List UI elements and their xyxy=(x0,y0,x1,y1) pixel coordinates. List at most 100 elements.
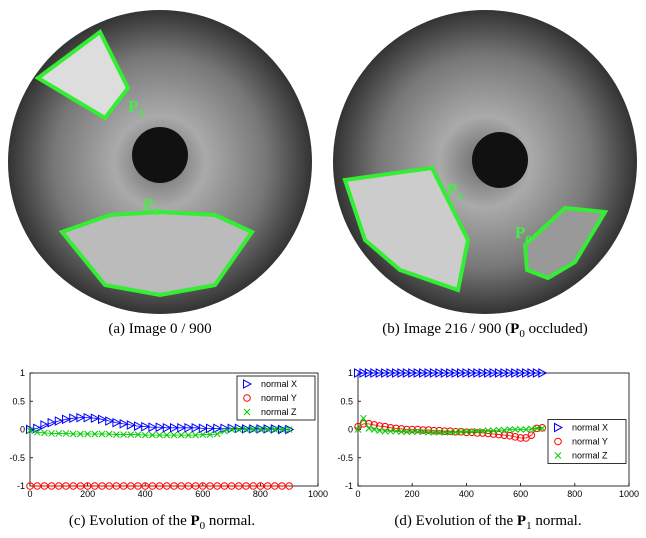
marker-x xyxy=(500,426,508,434)
marker-triangle xyxy=(184,422,194,433)
marker-triangle xyxy=(126,420,136,430)
plane-label-sub: 0 xyxy=(525,232,531,246)
marker-circle xyxy=(91,482,99,490)
marker-triangle xyxy=(263,424,273,434)
marker-x xyxy=(48,430,55,437)
plane-label-sub: 1 xyxy=(457,189,463,203)
marker-circle xyxy=(134,482,142,490)
marker-triangle xyxy=(484,368,494,378)
marker-x xyxy=(98,430,106,438)
marker-circle xyxy=(127,482,135,490)
caption-text: (a) Image 0 / 900 xyxy=(108,321,211,337)
marker-triangle xyxy=(98,414,108,425)
marker-x xyxy=(285,426,293,433)
marker-circle xyxy=(263,482,272,490)
marker-x xyxy=(62,430,70,437)
plane-label-main: P xyxy=(515,223,525,242)
marker-x xyxy=(221,427,228,435)
marker-circle xyxy=(256,482,265,490)
marker-x xyxy=(528,425,535,433)
plane-label-sub: 0 xyxy=(153,204,159,218)
marker-triangle xyxy=(249,424,259,434)
marker-x xyxy=(271,426,279,433)
marker-circle xyxy=(505,431,514,440)
marker-x xyxy=(403,428,411,436)
marker-triangle xyxy=(462,368,472,378)
marker-circle xyxy=(69,482,77,490)
marker-triangle xyxy=(386,368,396,378)
marker-x xyxy=(435,428,443,436)
marker-circle xyxy=(249,482,257,490)
caption-symbol: P xyxy=(510,321,519,337)
plane-label: P1 xyxy=(447,180,463,203)
marker-triangle xyxy=(155,422,165,433)
marker-x xyxy=(185,431,192,439)
marker-x xyxy=(33,428,41,436)
marker-x xyxy=(235,426,243,433)
y-tick-label: 0 xyxy=(348,425,353,435)
marker-circle xyxy=(227,482,236,490)
marker-triangle xyxy=(76,412,86,423)
marker-circle xyxy=(511,433,519,441)
marker-circle xyxy=(191,482,200,490)
y-tick-label: -0.5 xyxy=(9,453,25,463)
marker-circle xyxy=(26,482,34,490)
marker-triangle xyxy=(473,368,483,378)
marker-circle xyxy=(285,482,294,490)
marker-x xyxy=(127,431,135,438)
marker-x xyxy=(192,431,199,439)
y-tick-label: -0.5 xyxy=(337,453,353,463)
legend-label: normal Y xyxy=(572,437,608,447)
marker-triangle xyxy=(47,417,57,428)
y-tick-label: 0 xyxy=(20,425,25,435)
x-tick-label: 800 xyxy=(567,489,582,499)
marker-triangle xyxy=(413,368,423,378)
marker-circle xyxy=(206,482,214,490)
marker-x xyxy=(120,431,127,438)
x-tick-label: 600 xyxy=(195,489,210,499)
marker-x xyxy=(141,431,149,439)
y-tick-label: 0.5 xyxy=(340,396,353,406)
marker-x xyxy=(419,428,427,436)
photo-b xyxy=(333,10,637,314)
marker-triangle xyxy=(516,368,526,378)
marker-circle xyxy=(538,424,547,432)
marker-triangle xyxy=(500,368,510,378)
legend-label: normal Z xyxy=(261,407,297,417)
marker-triangle xyxy=(370,368,380,378)
marker-circle xyxy=(199,482,207,490)
marker-circle xyxy=(177,482,185,490)
marker-triangle xyxy=(54,416,64,426)
caption-text: (c) Evolution of the xyxy=(69,513,191,529)
legend-label: normal X xyxy=(572,423,608,433)
x-tick-label: 1000 xyxy=(308,489,328,499)
marker-triangle xyxy=(419,368,429,378)
marker-x xyxy=(408,428,416,436)
marker-x xyxy=(91,430,99,438)
marker-circle xyxy=(271,482,279,490)
marker-triangle xyxy=(206,423,216,434)
marker-triangle xyxy=(532,368,542,378)
marker-x xyxy=(55,430,63,437)
caption-text: normal. xyxy=(205,513,255,529)
photo-a xyxy=(8,10,312,314)
plane-label: P0 xyxy=(143,195,159,218)
marker-circle xyxy=(242,482,250,490)
marker-triangle xyxy=(198,423,208,434)
marker-circle xyxy=(83,482,92,490)
x-tick-label: 200 xyxy=(80,489,95,499)
marker-x xyxy=(495,426,503,434)
marker-triangle xyxy=(467,368,477,378)
legend-label: normal X xyxy=(261,379,297,389)
marker-circle xyxy=(112,482,121,490)
marker-circle xyxy=(163,482,171,490)
x-tick-label: 400 xyxy=(138,489,153,499)
marker-triangle xyxy=(364,368,374,378)
x-tick-label: 600 xyxy=(513,489,528,499)
marker-triangle xyxy=(141,421,151,432)
marker-triangle xyxy=(40,420,50,430)
marker-triangle xyxy=(381,368,391,378)
marker-x xyxy=(511,426,519,433)
marker-circle xyxy=(440,427,449,435)
